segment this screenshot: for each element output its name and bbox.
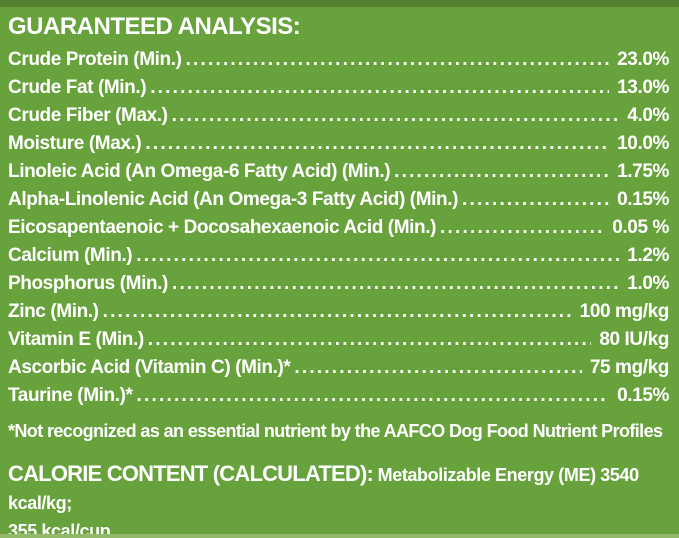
analysis-rows: Crude Protein (Min.)....................… [8,46,669,410]
dot-leader: ........................................… [136,385,669,406]
analysis-row-epa-dha: Eicosapentaenoic + Docosahexaenoic Acid … [8,214,669,242]
calorie-content-line2: 355 kcal/cup [8,521,111,538]
dot-leader: ........................................… [150,77,669,98]
nutrient-value: 10.0% [609,130,669,158]
nutrient-value: 1.75% [609,158,669,186]
nutrient-value: 4.0% [619,102,669,130]
nutrient-name: Crude Fiber (Max.) [8,105,168,126]
nutrient-value: 80 IU/kg [591,326,669,354]
dot-leader: ........................................… [171,273,669,294]
nutrient-name: Alpha-Linolenic Acid (An Omega-3 Fatty A… [8,189,459,210]
nutrient-value: 100 mg/kg [571,298,669,326]
analysis-row-crude-fiber: Crude Fiber (Max.)......................… [8,102,669,130]
dot-leader: ........................................… [394,161,669,182]
nutrient-value: 75 mg/kg [581,354,669,382]
analysis-row-phosphorus: Phosphorus (Min.).......................… [8,270,669,298]
analysis-row-vitamin-e: Vitamin E (Min.)........................… [8,326,669,354]
nutrient-name: Moisture (Max.) [8,133,142,154]
dot-leader: ........................................… [147,329,669,350]
dot-leader: ........................................… [145,133,669,154]
nutrient-value: 23.0% [609,46,669,74]
analysis-row-moisture: Moisture (Max.).........................… [8,130,669,158]
top-edge-band [0,0,679,7]
panel-title: GUARANTEED ANALYSIS: [8,13,301,40]
nutrient-name: Phosphorus (Min.) [8,273,168,294]
nutrient-name: Eicosapentaenoic + Docosahexaenoic Acid … [8,217,437,238]
analysis-row-calcium: Calcium (Min.)..........................… [8,242,669,270]
aafco-footnote: *Not recognized as an essential nutrient… [8,421,663,441]
nutrient-name: Taurine (Min.)* [8,385,133,406]
calorie-content-statement: CALORIE CONTENT (CALCULATED): Metaboliza… [8,460,669,538]
dot-leader: ........................................… [136,245,669,266]
analysis-row-zinc: Zinc (Min.).............................… [8,298,669,326]
calorie-content-line1: Metabolizable Energy (ME) 3540 kcal/kg; [8,465,639,513]
analysis-row-taurine: Taurine (Min.)*.........................… [8,382,669,410]
nutrient-value: 1.2% [619,242,669,270]
nutrient-name: Zinc (Min.) [8,301,99,322]
nutrient-name: Calcium (Min.) [8,245,133,266]
analysis-row-ascorbic-acid: Ascorbic Acid (Vitamin C) (Min.)*.......… [8,354,669,382]
bottom-edge-band [0,534,679,538]
analysis-row-linoleic-acid: Linoleic Acid (An Omega-6 Fatty Acid) (M… [8,158,669,186]
dot-leader: ........................................… [171,105,669,126]
calorie-content-heading: CALORIE CONTENT (CALCULATED): [8,461,374,486]
nutrient-value: 13.0% [609,74,669,102]
nutrient-name: Ascorbic Acid (Vitamin C) (Min.)* [8,357,291,378]
nutrient-value: 1.0% [619,270,669,298]
nutrient-value: 0.05 % [604,214,669,242]
nutrient-name: Crude Protein (Min.) [8,49,182,70]
nutrient-name: Vitamin E (Min.) [8,329,144,350]
dot-leader: ........................................… [294,357,669,378]
dot-leader: ........................................… [185,49,669,70]
analysis-row-crude-fat: Crude Fat (Min.)........................… [8,74,669,102]
nutrient-value: 0.15% [609,382,669,410]
nutrient-value: 0.15% [609,186,669,214]
panel-content: GUARANTEED ANALYSIS: Crude Protein (Min.… [0,7,679,538]
nutrient-name: Crude Fat (Min.) [8,77,147,98]
nutrient-name: Linoleic Acid (An Omega-6 Fatty Acid) (M… [8,161,391,182]
dot-leader: ........................................… [102,301,669,322]
analysis-row-crude-protein: Crude Protein (Min.)....................… [8,46,669,74]
analysis-row-alpha-linolenic-acid: Alpha-Linolenic Acid (An Omega-3 Fatty A… [8,186,669,214]
